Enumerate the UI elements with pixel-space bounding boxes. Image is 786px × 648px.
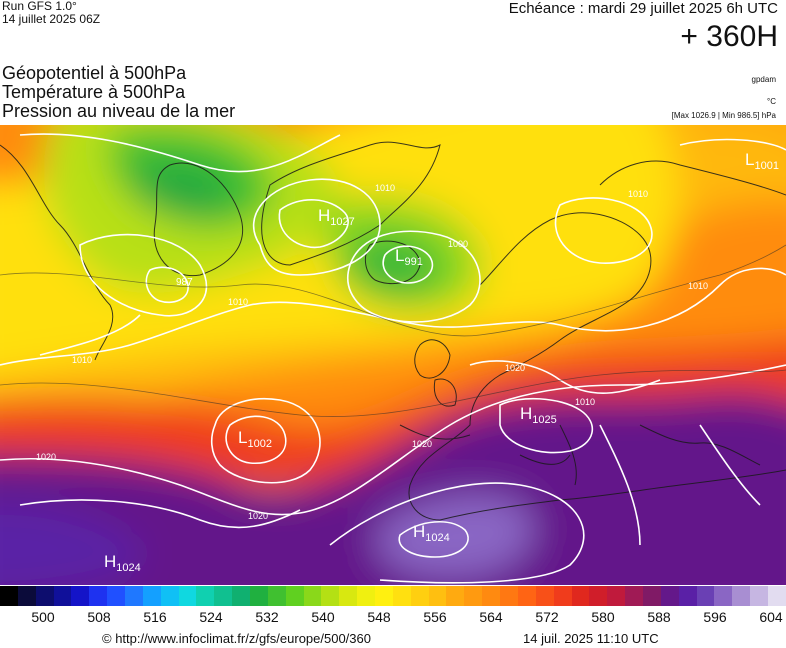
color-scale-swatch: [392, 586, 411, 606]
low-center-value: 987: [176, 277, 193, 288]
color-scale-tick-label: 564: [479, 609, 503, 625]
color-scale-tick-label: 572: [535, 609, 559, 625]
color-scale-swatch: [428, 586, 447, 606]
low-center-value: 991: [404, 256, 422, 268]
color-scale-tick-label: 508: [87, 609, 111, 625]
color-scale-tick-label: 500: [31, 609, 55, 625]
unit-temperature: °C: [767, 97, 776, 106]
color-scale-swatch: [303, 586, 322, 606]
isobar-label: 1020: [412, 439, 432, 449]
color-scale: [0, 586, 786, 606]
color-scale-swatch: [196, 586, 215, 606]
color-scale-swatch: [517, 586, 536, 606]
color-scale-swatch: [446, 586, 465, 606]
color-scale-swatch: [53, 586, 72, 606]
color-scale-swatch: [267, 586, 286, 606]
color-scale-swatch: [410, 586, 429, 606]
color-scale-swatch: [125, 586, 143, 606]
color-scale-swatch: [696, 586, 715, 606]
high-center-value: 1024: [425, 532, 449, 544]
color-scale-ticks: 500 508 516 524 532 540 548 556 564 572 580 588 596 6…: [0, 609, 786, 627]
isobar-label: 1010: [628, 189, 648, 199]
color-scale-swatch: [750, 586, 768, 606]
color-scale-tick-label: 532: [255, 609, 279, 625]
color-scale-swatch: [767, 586, 786, 606]
color-scale-swatch: [89, 586, 108, 606]
isobar-label: 1020: [36, 452, 56, 462]
isobar-label: 1020: [505, 363, 525, 373]
source-credit: © http://www.infoclimat.fr/z/gfs/europe/…: [102, 631, 371, 646]
color-scale-swatch: [482, 586, 501, 606]
color-scale-swatch: [732, 586, 751, 606]
color-scale-tick-label: 556: [423, 609, 447, 625]
color-scale-swatch: [589, 586, 608, 606]
color-scale-swatch: [17, 586, 36, 606]
color-scale-swatch: [0, 586, 18, 606]
weather-map: L991 H1027 L1001 L1002 H1025 H1024 H1024…: [0, 125, 786, 585]
color-scale-swatch: [71, 586, 90, 606]
color-scale-tick-label: 596: [703, 609, 727, 625]
isobar-label: 1020: [248, 511, 268, 521]
color-scale-tick-label: 524: [199, 609, 223, 625]
unit-geopotential: gpdam: [751, 75, 776, 84]
isobar-label: 1010: [72, 355, 92, 365]
color-scale-swatch: [642, 586, 661, 606]
color-scale-swatch: [553, 586, 572, 606]
color-scale-tick-label: 540: [311, 609, 335, 625]
color-scale-swatch: [375, 586, 393, 606]
title-pressure: Pression au niveau de la mer: [2, 101, 236, 121]
color-scale-swatch: [321, 586, 340, 606]
color-scale-tick-label: 580: [591, 609, 615, 625]
color-scale-swatch: [160, 586, 179, 606]
isobar-label: 1000: [448, 239, 468, 249]
color-scale-swatch: [142, 586, 161, 606]
color-scale-swatch: [714, 586, 733, 606]
unit-pressure: [Max 1026.9 | Min 986.5] hPa: [671, 111, 776, 120]
color-scale-swatch: [660, 586, 679, 606]
generation-timestamp: 14 juil. 2025 11:10 UTC: [523, 631, 659, 646]
color-scale-swatch: [35, 586, 54, 606]
isobar-label: 1010: [688, 281, 708, 291]
run-info: Run GFS 1.0° 14 juillet 2025 06Z: [2, 0, 100, 26]
color-scale-swatch: [607, 586, 626, 606]
color-scale-swatch: [339, 586, 358, 606]
color-scale-swatch: [357, 586, 376, 606]
map-titles: Géopotentiel à 500hPa Température à 500h…: [2, 64, 235, 121]
color-scale-swatch: [214, 586, 233, 606]
color-scale-swatch: [535, 586, 554, 606]
color-scale-swatch: [178, 586, 197, 606]
forecast-valid-time: Echéance : mardi 29 juillet 2025 6h UTC: [508, 0, 778, 17]
high-center-label: H1024: [413, 522, 450, 544]
low-center-value: 1002: [247, 438, 271, 450]
color-scale-swatch: [500, 586, 518, 606]
color-scale-tick-label: 548: [367, 609, 391, 625]
color-scale-swatch: [250, 586, 268, 606]
color-scale-swatch: [678, 586, 697, 606]
run-date: 14 juillet 2025 06Z: [2, 12, 101, 26]
low-center-value: 1001: [754, 160, 778, 172]
isobar-label: 1010: [375, 183, 395, 193]
high-center-value: 1024: [116, 562, 140, 574]
high-center-value: 1027: [330, 216, 354, 228]
color-scale-swatch: [232, 586, 251, 606]
color-scale-tick-label: 588: [647, 609, 671, 625]
color-scale-tick-label: 516: [143, 609, 167, 625]
isobar-label: 1010: [228, 297, 248, 307]
color-scale-swatch: [285, 586, 304, 606]
title-geopotential: Géopotentiel à 500hPa: [2, 63, 187, 83]
color-scale-swatch: [107, 586, 126, 606]
run-model: Run GFS 1.0°: [2, 0, 77, 13]
color-scale-tick-label: 604: [759, 609, 783, 625]
color-scale-swatch: [625, 586, 643, 606]
high-center-value: 1025: [532, 414, 556, 426]
isobar-label: 1010: [575, 397, 595, 407]
title-temperature: Température à 500hPa: [2, 82, 186, 102]
color-scale-swatch: [571, 586, 590, 606]
forecast-lead-time: + 360H: [680, 20, 778, 53]
color-scale-swatch: [464, 586, 483, 606]
